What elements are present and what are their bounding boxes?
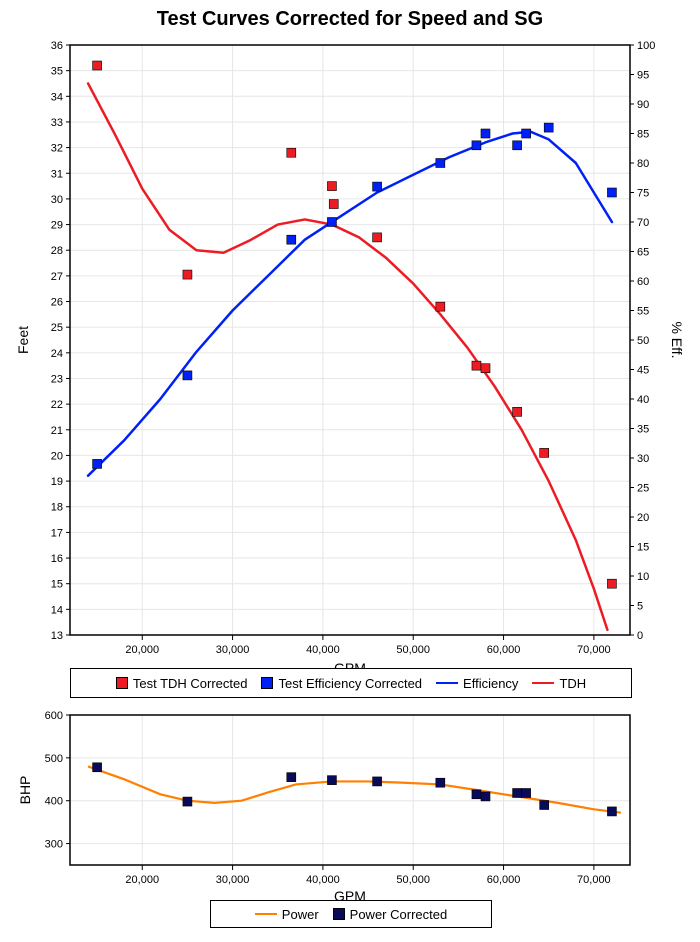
svg-text:33: 33 <box>51 117 63 129</box>
svg-text:70,000: 70,000 <box>577 874 611 886</box>
svg-text:23: 23 <box>51 373 63 385</box>
svg-text:500: 500 <box>45 753 63 765</box>
svg-text:36: 36 <box>51 40 63 52</box>
svg-text:70,000: 70,000 <box>577 644 611 656</box>
svg-text:600: 600 <box>45 710 63 722</box>
svg-text:20: 20 <box>637 512 649 524</box>
svg-text:28: 28 <box>51 245 63 257</box>
svg-text:400: 400 <box>45 796 63 808</box>
svg-text:22: 22 <box>51 399 63 411</box>
svg-text:15: 15 <box>637 542 649 554</box>
svg-text:60,000: 60,000 <box>487 874 521 886</box>
svg-text:80: 80 <box>637 158 649 170</box>
legend-item: Efficiency <box>436 676 518 691</box>
legend-label: Test Efficiency Corrected <box>278 676 422 691</box>
svg-text:100: 100 <box>637 40 655 52</box>
svg-text:20,000: 20,000 <box>125 644 159 656</box>
bottom-legend: Power Power Corrected <box>210 900 492 928</box>
svg-text:5: 5 <box>637 601 643 613</box>
svg-text:40: 40 <box>637 394 649 406</box>
svg-text:29: 29 <box>51 220 63 232</box>
legend-label: Power Corrected <box>350 907 448 922</box>
svg-text:45: 45 <box>637 365 649 377</box>
legend-swatch-square <box>333 908 345 920</box>
svg-text:60: 60 <box>637 276 649 288</box>
svg-text:55: 55 <box>637 306 649 318</box>
svg-text:27: 27 <box>51 271 63 283</box>
legend-label: Power <box>282 907 319 922</box>
svg-text:35: 35 <box>637 424 649 436</box>
top-chart: 13 14 15 16 17 18 19 20 21 22 23 24 25 26 27 28 29 30 31 32… <box>0 0 700 680</box>
svg-text:Feet: Feet <box>15 326 31 354</box>
svg-text:13: 13 <box>51 630 63 642</box>
svg-text:31: 31 <box>51 168 63 180</box>
svg-text:19: 19 <box>51 476 63 488</box>
svg-text:15: 15 <box>51 579 63 591</box>
svg-text:25: 25 <box>637 483 649 495</box>
svg-text:25: 25 <box>51 322 63 334</box>
legend-label: Test TDH Corrected <box>133 676 248 691</box>
svg-text:0: 0 <box>637 630 643 642</box>
svg-text:34: 34 <box>51 91 63 103</box>
svg-text:30,000: 30,000 <box>216 874 250 886</box>
legend-item: Test Efficiency Corrected <box>261 676 422 691</box>
svg-text:24: 24 <box>51 348 63 360</box>
svg-text:40,000: 40,000 <box>306 644 340 656</box>
svg-text:20,000: 20,000 <box>125 874 159 886</box>
svg-text:30: 30 <box>637 453 649 465</box>
svg-text:32: 32 <box>51 143 63 155</box>
svg-text:60,000: 60,000 <box>487 644 521 656</box>
svg-text:75: 75 <box>637 188 649 200</box>
svg-text:50,000: 50,000 <box>396 644 430 656</box>
svg-text:90: 90 <box>637 99 649 111</box>
svg-text:14: 14 <box>51 604 63 616</box>
svg-text:35: 35 <box>51 66 63 78</box>
svg-text:30: 30 <box>51 194 63 206</box>
svg-text:18: 18 <box>51 502 63 514</box>
legend-item: Power <box>255 907 319 922</box>
svg-text:17: 17 <box>51 527 63 539</box>
svg-text:16: 16 <box>51 553 63 565</box>
legend-item: Test TDH Corrected <box>116 676 248 691</box>
svg-text:40,000: 40,000 <box>306 874 340 886</box>
svg-text:95: 95 <box>637 70 649 82</box>
legend-label: TDH <box>559 676 586 691</box>
svg-text:50: 50 <box>637 335 649 347</box>
legend-label: Efficiency <box>463 676 518 691</box>
svg-text:30,000: 30,000 <box>216 644 250 656</box>
legend-swatch-line <box>436 682 458 684</box>
svg-text:85: 85 <box>637 129 649 141</box>
svg-text:21: 21 <box>51 425 63 437</box>
legend-swatch-line <box>255 913 277 915</box>
svg-text:BHP: BHP <box>17 776 33 805</box>
page: Test Curves Corrected for Speed and SG 1… <box>0 0 700 942</box>
bottom-chart: 300 400 500 600 20,000 30,000 40,000 50,000 60,0… <box>0 700 700 930</box>
top-legend: Test TDH Corrected Test Efficiency Correc… <box>70 668 632 698</box>
legend-item: TDH <box>532 676 586 691</box>
svg-text:65: 65 <box>637 247 649 259</box>
svg-text:26: 26 <box>51 297 63 309</box>
svg-text:10: 10 <box>637 571 649 583</box>
svg-text:20: 20 <box>51 450 63 462</box>
legend-item: Power Corrected <box>333 907 448 922</box>
svg-text:70: 70 <box>637 217 649 229</box>
svg-text:300: 300 <box>45 839 63 851</box>
legend-swatch-square <box>116 677 128 689</box>
svg-text:% Eff.: % Eff. <box>669 321 685 358</box>
legend-swatch-square <box>261 677 273 689</box>
legend-swatch-line <box>532 682 554 684</box>
svg-text:50,000: 50,000 <box>396 874 430 886</box>
